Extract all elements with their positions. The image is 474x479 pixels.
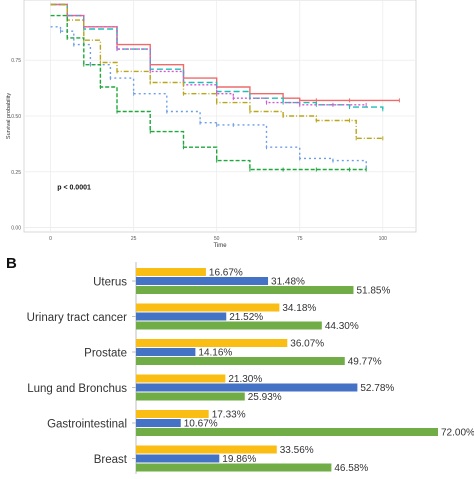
bar-0-2: [136, 286, 354, 294]
bar-1-0: [136, 303, 280, 312]
bar-category-label: Gastrointestinal: [47, 419, 127, 431]
km-p-value: p < 0.0001: [57, 185, 91, 192]
panel-label-b: B: [6, 255, 17, 272]
bar-data-label: 33.56%: [280, 445, 314, 456]
bar-2-1: [136, 348, 196, 356]
bar-data-label: 51.85%: [356, 286, 390, 297]
bar-data-label: 72.00%: [441, 428, 474, 439]
bar-data-label: 49.77%: [348, 357, 382, 368]
km-x-tick-label: 75: [297, 236, 303, 242]
bar-data-label: 16.67%: [209, 268, 243, 279]
bar-3-1: [136, 383, 358, 392]
km-y-tick-label: 0.75: [11, 58, 21, 64]
bar-data-label: 52.78%: [360, 383, 394, 394]
km-x-tick-label: 50: [214, 236, 220, 242]
bar-data-label: 25.93%: [248, 392, 282, 403]
bar-1-1: [136, 312, 227, 321]
bar-2-2: [136, 357, 345, 365]
km-y-tick-label: 0.25: [11, 170, 21, 176]
bar-data-label: 46.58%: [334, 463, 368, 474]
bar-5-1: [136, 454, 220, 463]
bar-4-1: [136, 419, 181, 427]
km-x-tick-label: 100: [379, 236, 388, 242]
km-x-tick-label: 25: [131, 236, 137, 242]
bar-chart: Uterus 16.67% 31.48% 51.85% Urinary tract ca…: [0, 250, 474, 474]
bar-data-label: 44.30%: [325, 321, 359, 332]
bar-data-label: 21.30%: [228, 374, 262, 385]
bar-data-label: 21.52%: [229, 312, 263, 323]
bar-category-label: Breast: [94, 454, 128, 466]
km-y-tick-label: 0.00: [11, 226, 21, 232]
bar-data-label: 19.86%: [222, 454, 256, 465]
bar-4-2: [136, 428, 438, 436]
km-chart-svg: 0 25 50 75 100 0.00 0.25 0.50 0.75 Time Survival p…: [6, 0, 417, 249]
km-y-tick-label: 0.50: [11, 114, 21, 120]
bar-3-0: [136, 374, 226, 383]
bar-data-label: 34.18%: [282, 303, 316, 314]
bar-data-label: 36.07%: [290, 339, 324, 350]
bar-data-label: 17.33%: [212, 410, 246, 421]
bar-category-label: Uterus: [93, 277, 127, 289]
km-x-tick-label: 0: [49, 236, 52, 242]
bar-category-label: Urinary tract cancer: [27, 312, 128, 324]
bar-0-0: [136, 268, 206, 276]
bar-1-2: [136, 321, 322, 330]
bar-4-0: [136, 410, 209, 418]
bar-category-label: Lung and Bronchus: [27, 383, 127, 395]
bar-data-label: 14.16%: [198, 348, 232, 359]
bar-data-label: 31.48%: [271, 277, 305, 288]
bar-chart-svg: Uterus 16.67% 31.48% 51.85% Urinary tract ca…: [27, 262, 474, 474]
bar-5-2: [136, 463, 332, 472]
bar-2-0: [136, 339, 288, 347]
bar-0-1: [136, 277, 269, 285]
km-y-axis-label: Survival probability: [6, 93, 12, 139]
bar-data-label: 10.67%: [184, 419, 218, 430]
km-x-axis-label: Time: [213, 243, 227, 249]
km-survival-chart: 0 25 50 75 100 0.00 0.25 0.50 0.75 Time Survival p…: [6, 0, 417, 249]
bar-3-2: [136, 392, 245, 401]
km-series-line-1: [50, 3, 384, 110]
km-series-line-5: [50, 14, 367, 171]
bar-category-label: Prostate: [84, 348, 127, 360]
bar-5-0: [136, 445, 277, 454]
